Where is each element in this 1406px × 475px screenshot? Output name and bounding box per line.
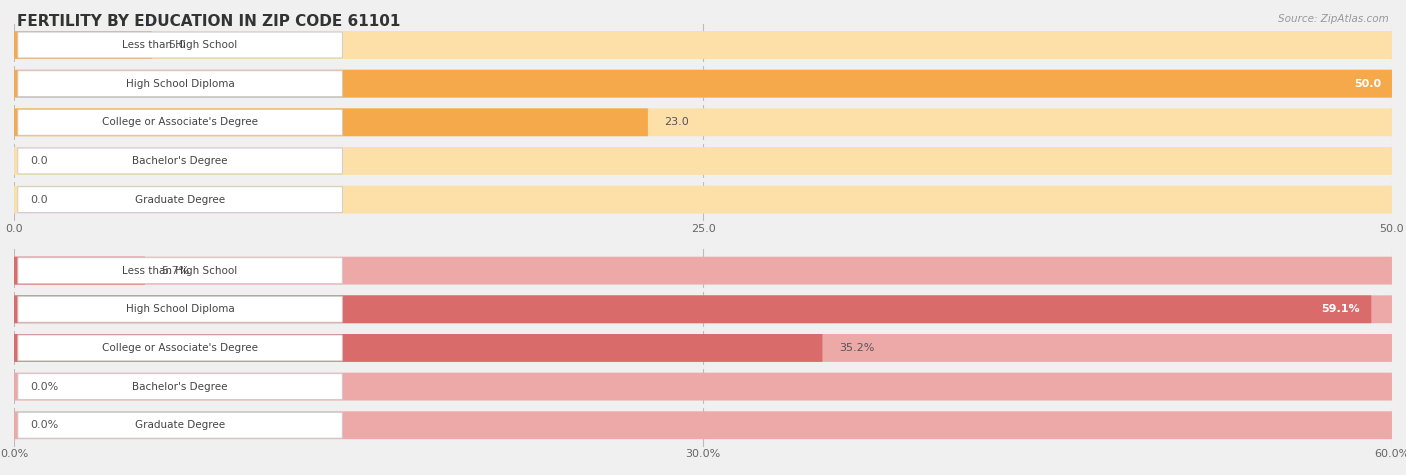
Text: 5.7%: 5.7%	[162, 266, 190, 276]
FancyBboxPatch shape	[18, 109, 343, 135]
FancyBboxPatch shape	[18, 335, 342, 361]
Bar	[14, 334, 823, 362]
Bar	[14, 411, 1392, 439]
FancyBboxPatch shape	[18, 412, 342, 438]
Text: 59.1%: 59.1%	[1322, 304, 1360, 314]
Bar	[14, 31, 1392, 59]
Text: 35.2%: 35.2%	[839, 343, 875, 353]
Bar	[14, 295, 1392, 323]
Bar	[14, 108, 1392, 136]
Bar	[14, 295, 1371, 323]
Text: 0.0%: 0.0%	[31, 420, 59, 430]
Text: 50.0: 50.0	[1354, 79, 1381, 89]
Text: Bachelor's Degree: Bachelor's Degree	[132, 156, 228, 166]
Text: Less than High School: Less than High School	[122, 266, 238, 276]
FancyBboxPatch shape	[18, 374, 342, 399]
Bar	[14, 373, 1392, 400]
Text: Less than High School: Less than High School	[122, 40, 238, 50]
Text: College or Associate's Degree: College or Associate's Degree	[103, 117, 259, 127]
FancyBboxPatch shape	[18, 296, 342, 322]
Text: High School Diploma: High School Diploma	[125, 79, 235, 89]
Text: Source: ZipAtlas.com: Source: ZipAtlas.com	[1278, 14, 1389, 24]
Text: FERTILITY BY EDUCATION IN ZIP CODE 61101: FERTILITY BY EDUCATION IN ZIP CODE 61101	[17, 14, 401, 29]
Text: 0.0: 0.0	[31, 195, 48, 205]
Bar	[14, 186, 1392, 214]
FancyBboxPatch shape	[18, 187, 343, 213]
Text: High School Diploma: High School Diploma	[125, 304, 235, 314]
Text: Bachelor's Degree: Bachelor's Degree	[132, 381, 228, 391]
Bar	[14, 70, 1392, 97]
Text: 5.0: 5.0	[169, 40, 186, 50]
Bar	[14, 31, 152, 59]
Bar	[14, 147, 1392, 175]
FancyBboxPatch shape	[18, 32, 343, 58]
Bar	[14, 108, 648, 136]
Bar	[14, 256, 1392, 285]
Text: 23.0: 23.0	[665, 117, 689, 127]
Text: College or Associate's Degree: College or Associate's Degree	[103, 343, 259, 353]
Text: Graduate Degree: Graduate Degree	[135, 195, 225, 205]
Bar	[14, 334, 1392, 362]
Text: 0.0%: 0.0%	[31, 381, 59, 391]
Bar	[14, 70, 1392, 97]
FancyBboxPatch shape	[18, 257, 342, 284]
FancyBboxPatch shape	[18, 148, 343, 174]
Bar	[14, 256, 145, 285]
Text: 0.0: 0.0	[31, 156, 48, 166]
Text: Graduate Degree: Graduate Degree	[135, 420, 225, 430]
FancyBboxPatch shape	[18, 71, 343, 96]
